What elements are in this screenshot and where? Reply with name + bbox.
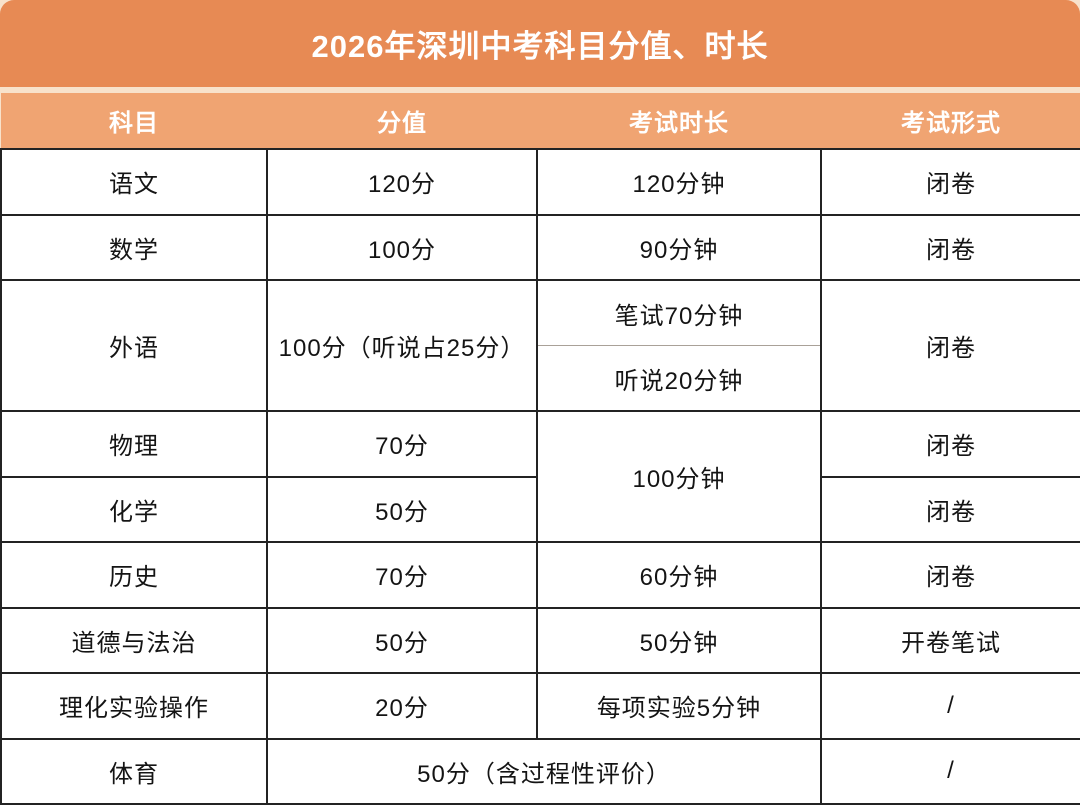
- exam-table: 科目 分值 考试时长 考试形式 语文 120分 120分钟 闭卷 数学 100分…: [0, 93, 1080, 805]
- table-row-waiyu-oral: 听说20分钟: [1, 345, 1080, 412]
- cell-duration: 每项实验5分钟: [536, 672, 822, 740]
- cell-format: 开卷笔试: [820, 606, 1080, 674]
- table-row-tiyu: 体育 50分（含过程性评价） /: [0, 737, 1080, 805]
- cell-subject: 道德与法治: [0, 606, 268, 674]
- table-row-huaxue: 化学 50分 闭卷: [0, 475, 1080, 543]
- cell-duration: 90分钟: [536, 213, 822, 281]
- header-row: 科目 分值 考试时长 考试形式: [1, 93, 1080, 149]
- table-row-waiyu-written: 外语 100分（听说占25分） 笔试70分钟 闭卷: [0, 279, 1080, 412]
- cell-score: 100分（听说占25分）: [266, 279, 538, 412]
- cell-duration: 60分钟: [536, 541, 822, 609]
- cell-score: 120分: [266, 148, 538, 216]
- cell-duration: 120分钟: [536, 148, 822, 216]
- cell-format: 闭卷: [820, 148, 1080, 216]
- cell-score: 20分: [266, 672, 538, 740]
- cell-format: 闭卷: [820, 475, 1080, 543]
- cell-subject: 化学: [0, 475, 268, 543]
- cell-score-and-duration: 50分（含过程性评价）: [266, 737, 822, 805]
- column-header-format: 考试形式: [821, 93, 1080, 149]
- cell-format: /: [820, 737, 1080, 805]
- column-header-duration: 考试时长: [537, 93, 821, 149]
- cell-score: 70分: [266, 541, 538, 609]
- column-header-score: 分值: [267, 93, 537, 149]
- cell-duration-oral: 听说20分钟: [536, 345, 822, 412]
- cell-duration: 50分钟: [536, 606, 822, 674]
- title-divider: [0, 87, 1080, 93]
- table-row-daodefazhi: 道德与法治 50分 50分钟 开卷笔试: [0, 606, 1080, 674]
- cell-score: 70分: [266, 410, 538, 478]
- cell-subject: 语文: [0, 148, 268, 216]
- cell-duration-shared: 100分钟: [536, 410, 822, 543]
- cell-format: /: [820, 672, 1080, 740]
- table-row-yuwen: 语文 120分 120分钟 闭卷: [0, 148, 1080, 216]
- cell-format: 闭卷: [820, 213, 1080, 281]
- cell-subject: 物理: [0, 410, 268, 478]
- table-row-wuli: 物理 70分 100分钟 闭卷: [0, 410, 1080, 543]
- cell-subject: 理化实验操作: [0, 672, 268, 740]
- cell-subject: 数学: [0, 213, 268, 281]
- title-bar: 2026年深圳中考科目分值、时长: [0, 0, 1080, 88]
- cell-format: 闭卷: [820, 541, 1080, 609]
- table-row-lihuashiyan: 理化实验操作 20分 每项实验5分钟 /: [0, 672, 1080, 740]
- cell-subject: 历史: [0, 541, 268, 609]
- cell-score: 100分: [266, 213, 538, 281]
- cell-score: 50分: [266, 475, 538, 543]
- cell-format: 闭卷: [820, 410, 1080, 478]
- table-row-lishi: 历史 70分 60分钟 闭卷: [0, 541, 1080, 609]
- column-header-subject: 科目: [1, 93, 267, 149]
- cell-subject: 体育: [0, 737, 268, 805]
- cell-score: 50分: [266, 606, 538, 674]
- table-row-shuxue: 数学 100分 90分钟 闭卷: [0, 213, 1080, 281]
- page-title: 2026年深圳中考科目分值、时长: [311, 29, 769, 65]
- cell-subject: 外语: [0, 279, 268, 412]
- cell-duration-written: 笔试70分钟: [536, 279, 822, 346]
- cell-format: 闭卷: [820, 279, 1080, 412]
